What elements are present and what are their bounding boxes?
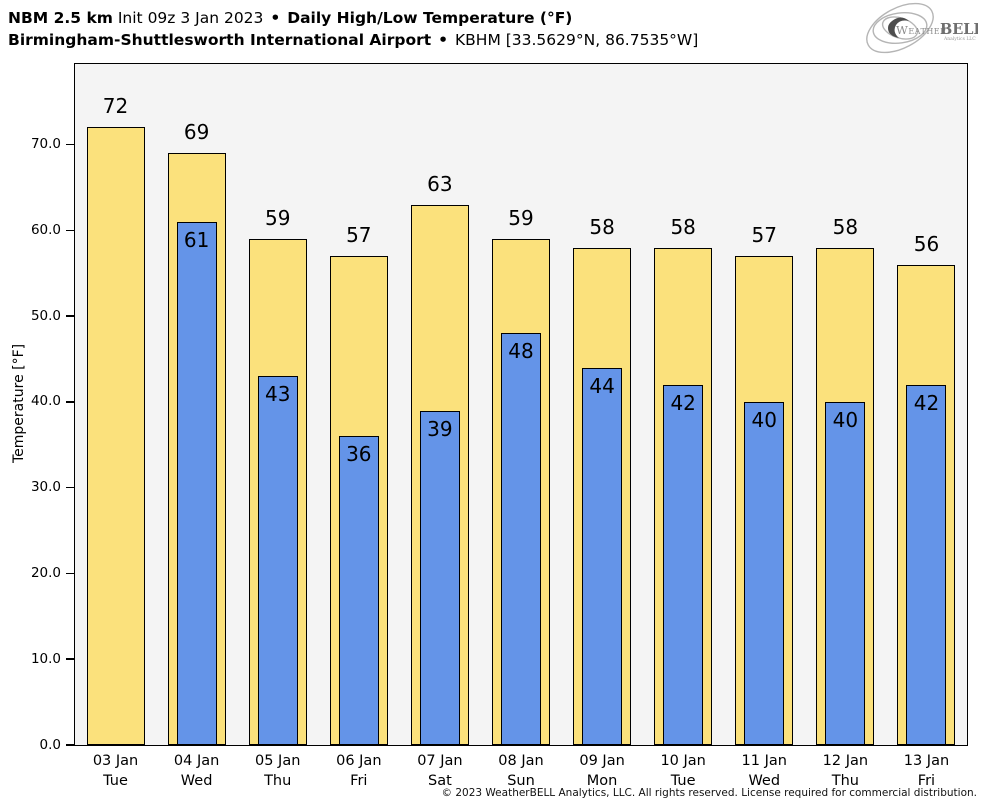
title-line-1: NBM 2.5 km Init 09z 3 Jan 2023 • Daily H…	[8, 7, 698, 29]
y-axis-tick	[65, 229, 74, 232]
high-value-label: 59	[508, 205, 534, 230]
low-value-label: 39	[427, 416, 453, 441]
high-value-label: 58	[670, 214, 696, 239]
high-value-label: 72	[102, 94, 129, 119]
high-value-label: 59	[264, 205, 291, 230]
high-value-label: 58	[589, 214, 615, 239]
high-value-label: 57	[751, 223, 777, 248]
weekday-label: Thu	[831, 772, 859, 789]
y-axis-tick	[65, 486, 74, 489]
date-label: 04 Jan	[173, 753, 220, 769]
x-axis-day-label: 05 Jan Thu	[237, 752, 318, 791]
weekday-label: Thu	[264, 772, 292, 789]
logo-text-weather: Weather	[896, 23, 947, 37]
y-axis-tick	[65, 401, 74, 403]
date-label: 03 Jan	[92, 753, 139, 769]
title-separator: •	[270, 9, 281, 27]
low-value-label: 61	[183, 227, 210, 252]
low-value-label: 36	[346, 442, 372, 467]
weekday-label: Wed	[180, 772, 213, 789]
high-value-label: 69	[183, 120, 210, 145]
x-axis-day-label: 06 Jan Fri	[318, 752, 399, 791]
x-axis-day-label: 08 Jan Sun	[480, 752, 561, 791]
low-temp-bar	[906, 384, 947, 745]
date-label: 08 Jan	[498, 753, 544, 769]
y-axis-tick-label: 0.0	[39, 736, 61, 753]
high-value-label: 63	[427, 171, 453, 196]
date-label: 09 Jan	[579, 753, 625, 769]
low-temp-bar	[338, 436, 379, 745]
weekday-label: Tue	[670, 772, 696, 789]
product-title: Daily High/Low Temperature (°F)	[287, 9, 573, 27]
logo-text-bell: BELL	[940, 21, 978, 38]
weekday-label: Wed	[748, 772, 781, 789]
low-value-label: 40	[832, 407, 859, 432]
low-value-label: 43	[264, 382, 291, 407]
weatherbell-logo-icon: Weather BELL Analytics LLC	[866, 2, 978, 54]
date-label: 07 Jan	[417, 753, 463, 769]
low-value-label: 48	[508, 339, 534, 364]
y-axis-tick	[65, 572, 74, 575]
x-axis-day-label: 04 Jan Wed	[156, 752, 237, 791]
weekday-label: Sun	[507, 772, 535, 789]
subtitle-separator: •	[438, 31, 449, 49]
y-axis-tick-label: 40.0	[30, 393, 61, 410]
station-name: Birmingham-Shuttlesworth International A…	[8, 31, 432, 49]
y-axis-tick	[65, 744, 74, 746]
model-name: NBM 2.5 km	[8, 9, 113, 27]
low-temp-bar	[501, 333, 541, 745]
high-value-label: 56	[913, 231, 940, 256]
date-label: 13 Jan	[903, 753, 950, 769]
low-value-label: 40	[751, 407, 777, 432]
weekday-label: Fri	[917, 772, 936, 789]
weekday-label: Fri	[350, 772, 368, 789]
date-label: 06 Jan	[336, 753, 382, 769]
weekday-label: Tue	[103, 772, 128, 789]
logo-subtext: Analytics LLC	[943, 36, 976, 42]
station-id: KBHM [33.5629°N, 86.7535°W]	[454, 31, 699, 49]
low-temp-bar	[257, 376, 298, 745]
x-axis-day-label: 09 Jan Mon	[562, 752, 643, 791]
y-axis-tick	[65, 315, 74, 317]
y-axis-tick-label: 10.0	[30, 650, 61, 667]
date-label: 12 Jan	[822, 753, 869, 769]
copyright-notice: © 2023 WeatherBELL Analytics, LLC. All r…	[441, 787, 977, 799]
low-temp-bar	[744, 401, 785, 745]
high-value-label: 58	[832, 214, 859, 239]
chart-header: NBM 2.5 km Init 09z 3 Jan 2023 • Daily H…	[8, 7, 698, 51]
weekday-label: Mon	[586, 772, 618, 789]
y-axis-tick-label: 50.0	[30, 307, 61, 324]
x-axis-day-label: 10 Jan Tue	[643, 752, 724, 791]
weekday-label: Sat	[428, 772, 452, 789]
y-axis-tick-label: 30.0	[30, 479, 61, 496]
y-axis-tick-label: 70.0	[30, 136, 61, 153]
high-temp-bar	[86, 127, 145, 745]
title-line-2: Birmingham-Shuttlesworth International A…	[8, 29, 698, 51]
init-time: Init 09z 3 Jan 2023	[117, 9, 264, 27]
date-label: 05 Jan	[255, 753, 301, 769]
date-label: 10 Jan	[660, 753, 706, 769]
y-axis-tick	[65, 143, 74, 146]
x-axis-day-label: 03 Jan Tue	[75, 752, 156, 791]
plot-area: 0.0 10.0 20.0 30.0 40.0 50.0 60.0 70.0 72 03 Jan T…	[31, 63, 968, 789]
low-temp-bar	[176, 221, 217, 745]
low-temp-bar	[582, 367, 623, 745]
date-label: 11 Jan	[741, 753, 787, 769]
x-axis-day-label: 07 Jan Sat	[399, 752, 480, 791]
y-axis-tick	[65, 658, 74, 660]
x-axis-day-label: 12 Jan Thu	[805, 752, 886, 791]
low-temp-bar	[419, 410, 460, 745]
y-axis-tick-label: 60.0	[30, 221, 61, 238]
low-temp-bar	[663, 384, 704, 745]
x-axis-day-label: 11 Jan Wed	[724, 752, 805, 791]
low-value-label: 42	[913, 390, 940, 415]
y-axis-tick-label: 20.0	[30, 564, 61, 581]
x-axis-day-label: 13 Jan Fri	[886, 752, 967, 791]
high-value-label: 57	[346, 223, 372, 248]
low-value-label: 42	[670, 390, 696, 415]
low-temp-bar	[825, 401, 866, 745]
low-value-label: 44	[589, 373, 615, 398]
swirl-center	[888, 17, 909, 38]
